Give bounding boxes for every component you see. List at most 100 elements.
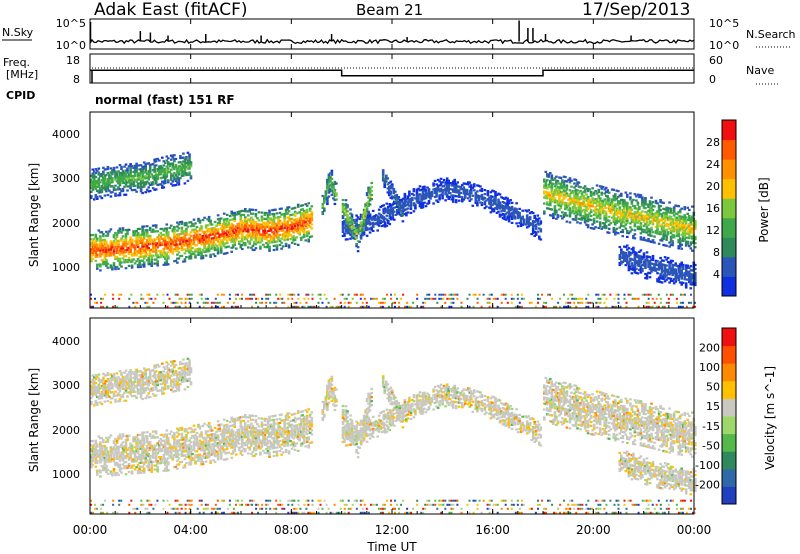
power-cell xyxy=(680,223,683,226)
power-cell xyxy=(597,297,600,300)
power-cell xyxy=(147,235,150,238)
power-cell xyxy=(373,223,376,226)
power-cell xyxy=(129,246,132,249)
power-cell xyxy=(242,225,246,229)
power-cell xyxy=(335,182,338,185)
power-cell xyxy=(677,235,680,238)
power-cell xyxy=(197,235,200,238)
power-cell xyxy=(483,203,487,206)
power-cell xyxy=(464,196,467,199)
power-cell xyxy=(94,235,98,238)
power-cell xyxy=(302,235,306,238)
power-cell xyxy=(671,222,674,225)
power-cell xyxy=(100,197,104,200)
power-cell xyxy=(382,216,385,219)
power-cell xyxy=(230,232,233,235)
power-cell xyxy=(586,190,590,193)
power-cell xyxy=(647,237,650,241)
power-cell xyxy=(627,214,631,217)
power-cell xyxy=(213,242,217,246)
power-cell xyxy=(627,247,631,250)
power-cell xyxy=(626,254,629,257)
power-cell xyxy=(571,293,574,296)
power-cell xyxy=(182,160,185,163)
power-cell xyxy=(474,293,477,296)
power-cell xyxy=(476,204,479,207)
power-cell xyxy=(90,244,93,247)
power-cell xyxy=(671,244,674,247)
power-cell xyxy=(681,265,685,268)
power-cell xyxy=(120,171,123,175)
power-cell xyxy=(96,195,99,198)
power-cell xyxy=(553,209,557,212)
power-cell xyxy=(454,293,457,296)
power-cell xyxy=(642,218,646,221)
power-cell xyxy=(139,180,143,183)
power-cell xyxy=(91,168,95,171)
power-cell xyxy=(97,171,101,174)
power-cell xyxy=(185,237,188,241)
power-cell xyxy=(115,239,119,242)
power-cell xyxy=(556,204,560,207)
power-cell xyxy=(167,181,170,184)
power-cell xyxy=(591,197,594,200)
power-cell xyxy=(651,219,655,222)
power-cell xyxy=(286,212,289,215)
power-cell xyxy=(265,223,268,227)
power-cell xyxy=(589,190,593,193)
power-cell xyxy=(275,226,279,229)
power-cell xyxy=(388,203,392,206)
power-cell xyxy=(620,214,623,217)
power-cell xyxy=(330,193,334,196)
power-cell xyxy=(361,301,364,304)
power-cell xyxy=(648,276,652,279)
power-cell xyxy=(660,271,664,274)
power-cell xyxy=(168,238,172,242)
power-cell xyxy=(111,169,114,172)
power-cell xyxy=(459,191,462,195)
power-cell xyxy=(468,181,472,184)
power-cell xyxy=(638,225,641,229)
power-cell xyxy=(550,196,554,199)
power-cell xyxy=(126,175,129,178)
power-cell xyxy=(691,269,694,272)
power-cell xyxy=(154,158,158,161)
beam-label: Beam 21 xyxy=(356,1,423,19)
power-cell xyxy=(365,194,369,197)
power-cell xyxy=(189,253,193,256)
power-cell xyxy=(691,223,694,226)
power-cell xyxy=(186,297,189,300)
power-cell xyxy=(256,229,259,232)
power-cell xyxy=(574,188,578,191)
power-cell xyxy=(200,243,203,246)
power-cell xyxy=(245,297,247,300)
power-cell xyxy=(642,224,646,227)
power-cell xyxy=(660,281,664,284)
power-cell xyxy=(139,170,143,173)
power-cell xyxy=(100,185,104,188)
power-cell xyxy=(365,234,369,237)
power-cell xyxy=(397,196,401,199)
power-cell xyxy=(268,239,271,242)
power-cell xyxy=(688,233,691,236)
power-cell xyxy=(128,297,131,300)
power-cell xyxy=(577,217,581,220)
power-cell xyxy=(159,165,163,168)
power-cell xyxy=(555,179,558,182)
power-cell xyxy=(669,261,673,264)
power-cell xyxy=(298,217,301,220)
power-cell xyxy=(614,203,617,206)
power-cell xyxy=(127,165,131,168)
power-cell xyxy=(668,265,671,268)
power-cell xyxy=(603,210,606,213)
power-cell xyxy=(192,240,196,243)
power-cell xyxy=(424,301,427,304)
power-cell xyxy=(586,188,590,191)
power-cell xyxy=(556,180,560,183)
power-cell xyxy=(390,216,393,219)
power-cell xyxy=(428,297,431,300)
power-cell xyxy=(657,210,661,213)
power-cell xyxy=(612,212,616,216)
power-cell xyxy=(669,279,673,282)
power-cell xyxy=(144,249,147,252)
